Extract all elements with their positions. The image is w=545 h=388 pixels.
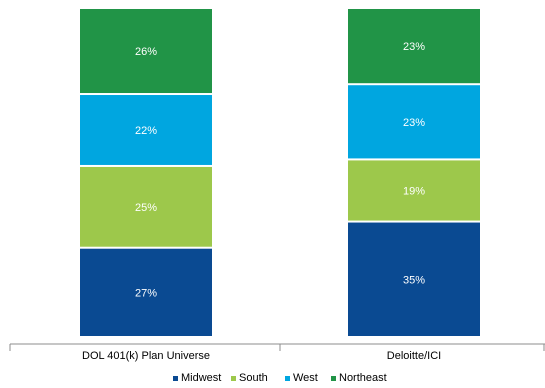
data-label-west-2: 23% <box>403 117 425 129</box>
legend-marker-west <box>285 376 290 381</box>
data-label-west-1: 22% <box>135 125 157 137</box>
legend-marker-northeast <box>331 376 336 381</box>
legend: Midwest South West Northeast <box>173 372 387 384</box>
legend-label-northeast: Northeast <box>339 372 387 384</box>
bar-segment-west-2 <box>348 85 480 159</box>
x-tick-label-1: DOL 401(k) Plan Universe <box>82 350 210 362</box>
legend-label-midwest: Midwest <box>181 372 221 384</box>
bar-segment-northeast-1 <box>80 9 212 94</box>
bar-segment-west-1 <box>80 95 212 165</box>
bar-segment-midwest-1 <box>80 248 212 336</box>
legend-marker-south <box>231 376 236 381</box>
data-label-northeast-1: 26% <box>135 46 157 58</box>
legend-marker-midwest <box>173 376 178 381</box>
bars-group: 27% 25% 22% 26% 35% 19% 23% 23% <box>80 9 480 336</box>
data-label-south-1: 25% <box>135 202 157 214</box>
x-axis: DOL 401(k) Plan Universe Deloitte/ICI <box>9 343 545 362</box>
legend-label-south: South <box>239 372 268 384</box>
x-tick-label-2: Deloitte/ICI <box>387 350 441 362</box>
legend-label-west: West <box>293 372 318 384</box>
data-label-midwest-2: 35% <box>403 274 425 286</box>
bar-segment-south-1 <box>80 166 212 247</box>
data-label-south-2: 19% <box>403 185 425 197</box>
bar-segment-south-2 <box>348 160 480 221</box>
data-label-northeast-2: 23% <box>403 41 425 53</box>
data-label-midwest-1: 27% <box>135 287 157 299</box>
bar-segment-northeast-2 <box>348 9 480 84</box>
bar-segment-midwest-2 <box>348 222 480 336</box>
